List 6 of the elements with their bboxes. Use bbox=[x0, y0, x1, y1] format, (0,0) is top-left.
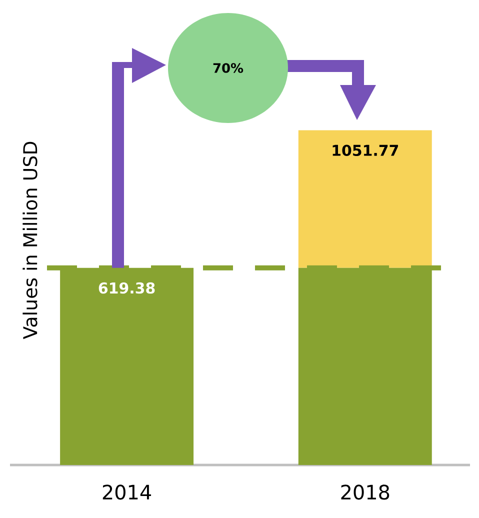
text: 70% bbox=[213, 63, 244, 73]
y-axis-title: Values in Million USD bbox=[22, 142, 38, 340]
x-tick-label: 2014 bbox=[102, 484, 152, 500]
x-tick-label: 2018 bbox=[341, 484, 390, 500]
total-label: 1051.77 bbox=[332, 144, 398, 156]
data-label: 619.38 bbox=[98, 282, 155, 294]
